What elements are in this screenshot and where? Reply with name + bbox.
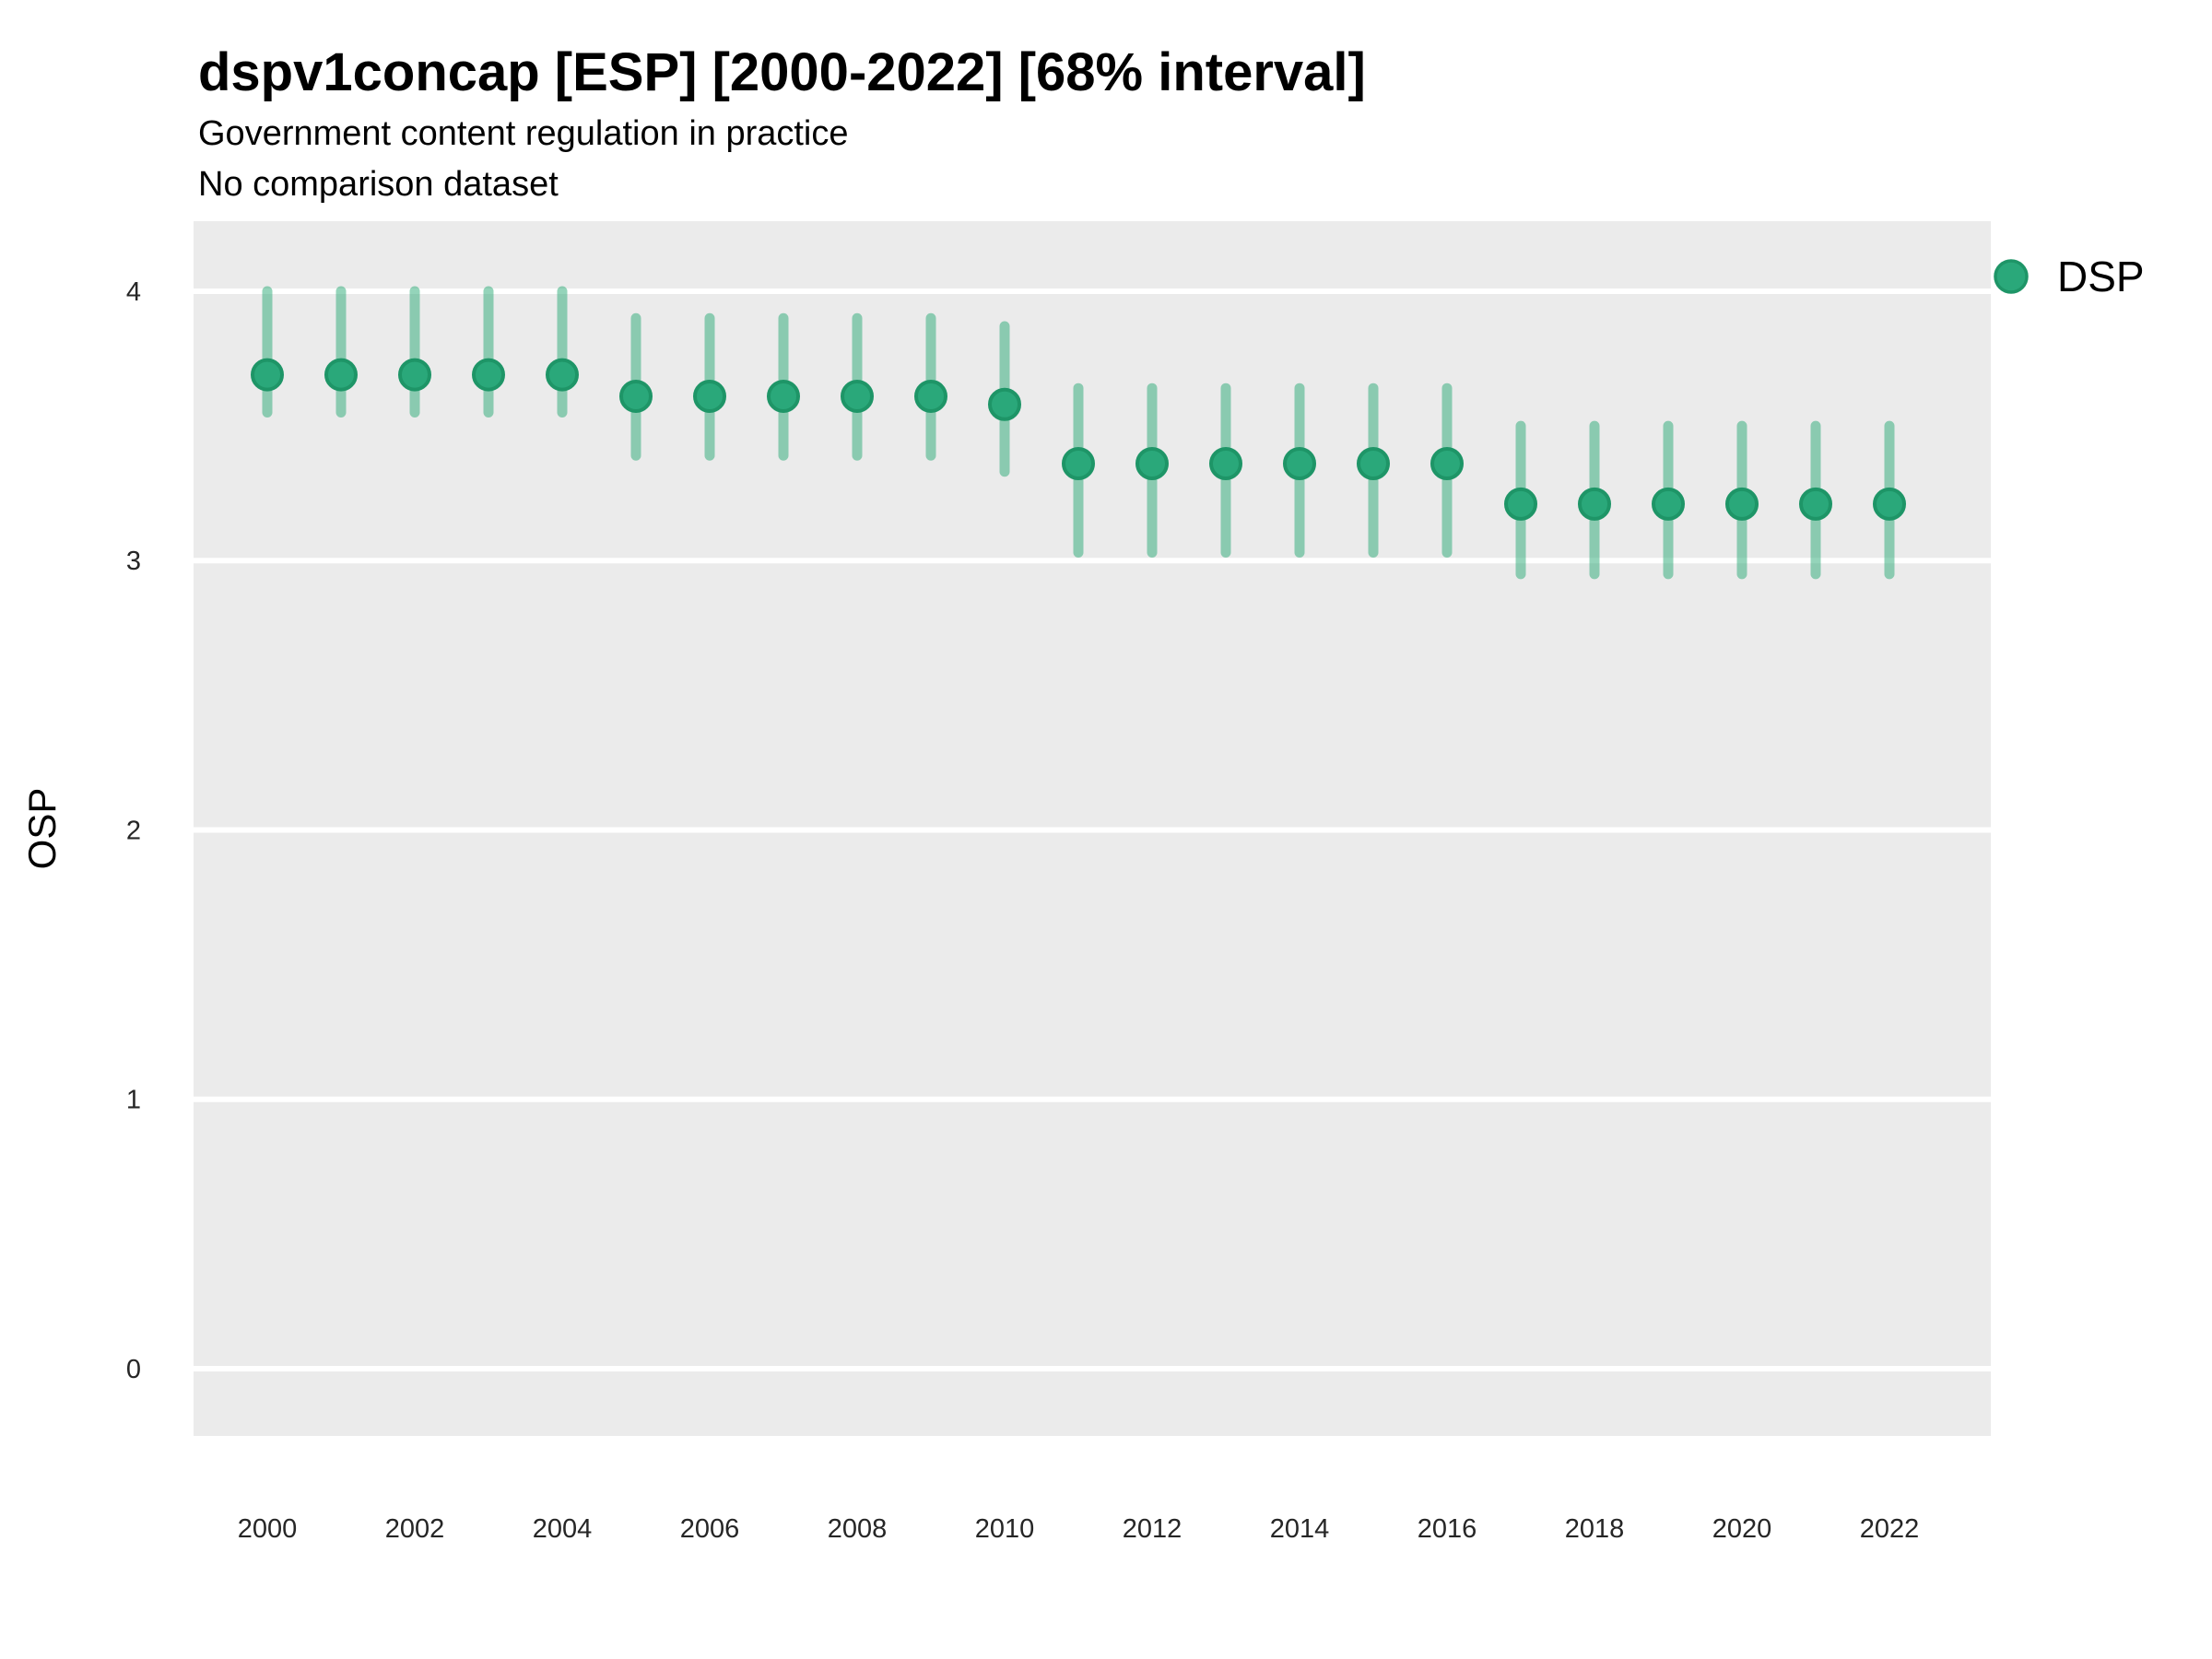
- y-tick-label: 1: [126, 1086, 141, 1115]
- data-point: [693, 379, 726, 413]
- y-tick-label-layer: 0 1 2 3 4: [126, 277, 141, 1384]
- data-point: [324, 358, 358, 392]
- data-point: [1430, 447, 1464, 481]
- x-tick-label: 2008: [828, 1514, 888, 1544]
- data-point: [1873, 487, 1906, 521]
- data-point: [546, 358, 579, 392]
- x-tick-label: 2016: [1418, 1514, 1477, 1544]
- data-point: [1135, 447, 1169, 481]
- y-axis-title: OSP: [20, 788, 64, 870]
- data-point: [914, 379, 947, 413]
- x-tick-label: 2018: [1565, 1514, 1625, 1544]
- data-point: [988, 387, 1021, 421]
- data-point: [251, 358, 284, 392]
- y-tick-label: 0: [126, 1355, 141, 1384]
- chart-subtitle: Government content regulation in practic…: [198, 114, 849, 153]
- x-tick-label: 2010: [975, 1514, 1035, 1544]
- x-tick-label: 2006: [680, 1514, 740, 1544]
- data-point: [1504, 487, 1537, 521]
- chart-title: dspv1concap [ESP] [2000-2022] [68% inter…: [198, 42, 1366, 102]
- y-tick-label: 3: [126, 547, 141, 576]
- legend: DSP: [1994, 253, 2145, 300]
- data-point: [472, 358, 505, 392]
- y-tick-label: 4: [126, 277, 141, 307]
- x-tick-label: 2022: [1860, 1514, 1920, 1544]
- data-point-layer: [251, 358, 1906, 521]
- x-tick-label: 2000: [238, 1514, 298, 1544]
- data-point: [1725, 487, 1759, 521]
- x-tick-label: 2014: [1270, 1514, 1330, 1544]
- y-tick-label: 2: [126, 816, 141, 845]
- data-point: [1652, 487, 1685, 521]
- data-point: [1209, 447, 1242, 481]
- x-tick-label: 2002: [385, 1514, 445, 1544]
- data-point: [1283, 447, 1316, 481]
- x-tick-label-layer: 2000 2002 2004 2006 2008 2010 2012 2014 2016 2018…: [238, 1514, 1920, 1544]
- data-point: [841, 379, 874, 413]
- x-tick-label: 2020: [1712, 1514, 1772, 1544]
- data-point: [1578, 487, 1611, 521]
- data-point: [1799, 487, 1832, 521]
- data-point: [1357, 447, 1390, 481]
- x-tick-label: 2012: [1123, 1514, 1182, 1544]
- data-point: [1062, 447, 1095, 481]
- data-point: [398, 358, 431, 392]
- data-point: [619, 379, 653, 413]
- gridline-layer: [194, 288, 1991, 1371]
- chart-subtitle-2: No comparison dataset: [198, 165, 559, 204]
- legend-dot-icon: [1994, 259, 2029, 294]
- x-tick-label: 2004: [533, 1514, 593, 1544]
- legend-label: DSP: [2057, 253, 2145, 300]
- data-point: [767, 379, 800, 413]
